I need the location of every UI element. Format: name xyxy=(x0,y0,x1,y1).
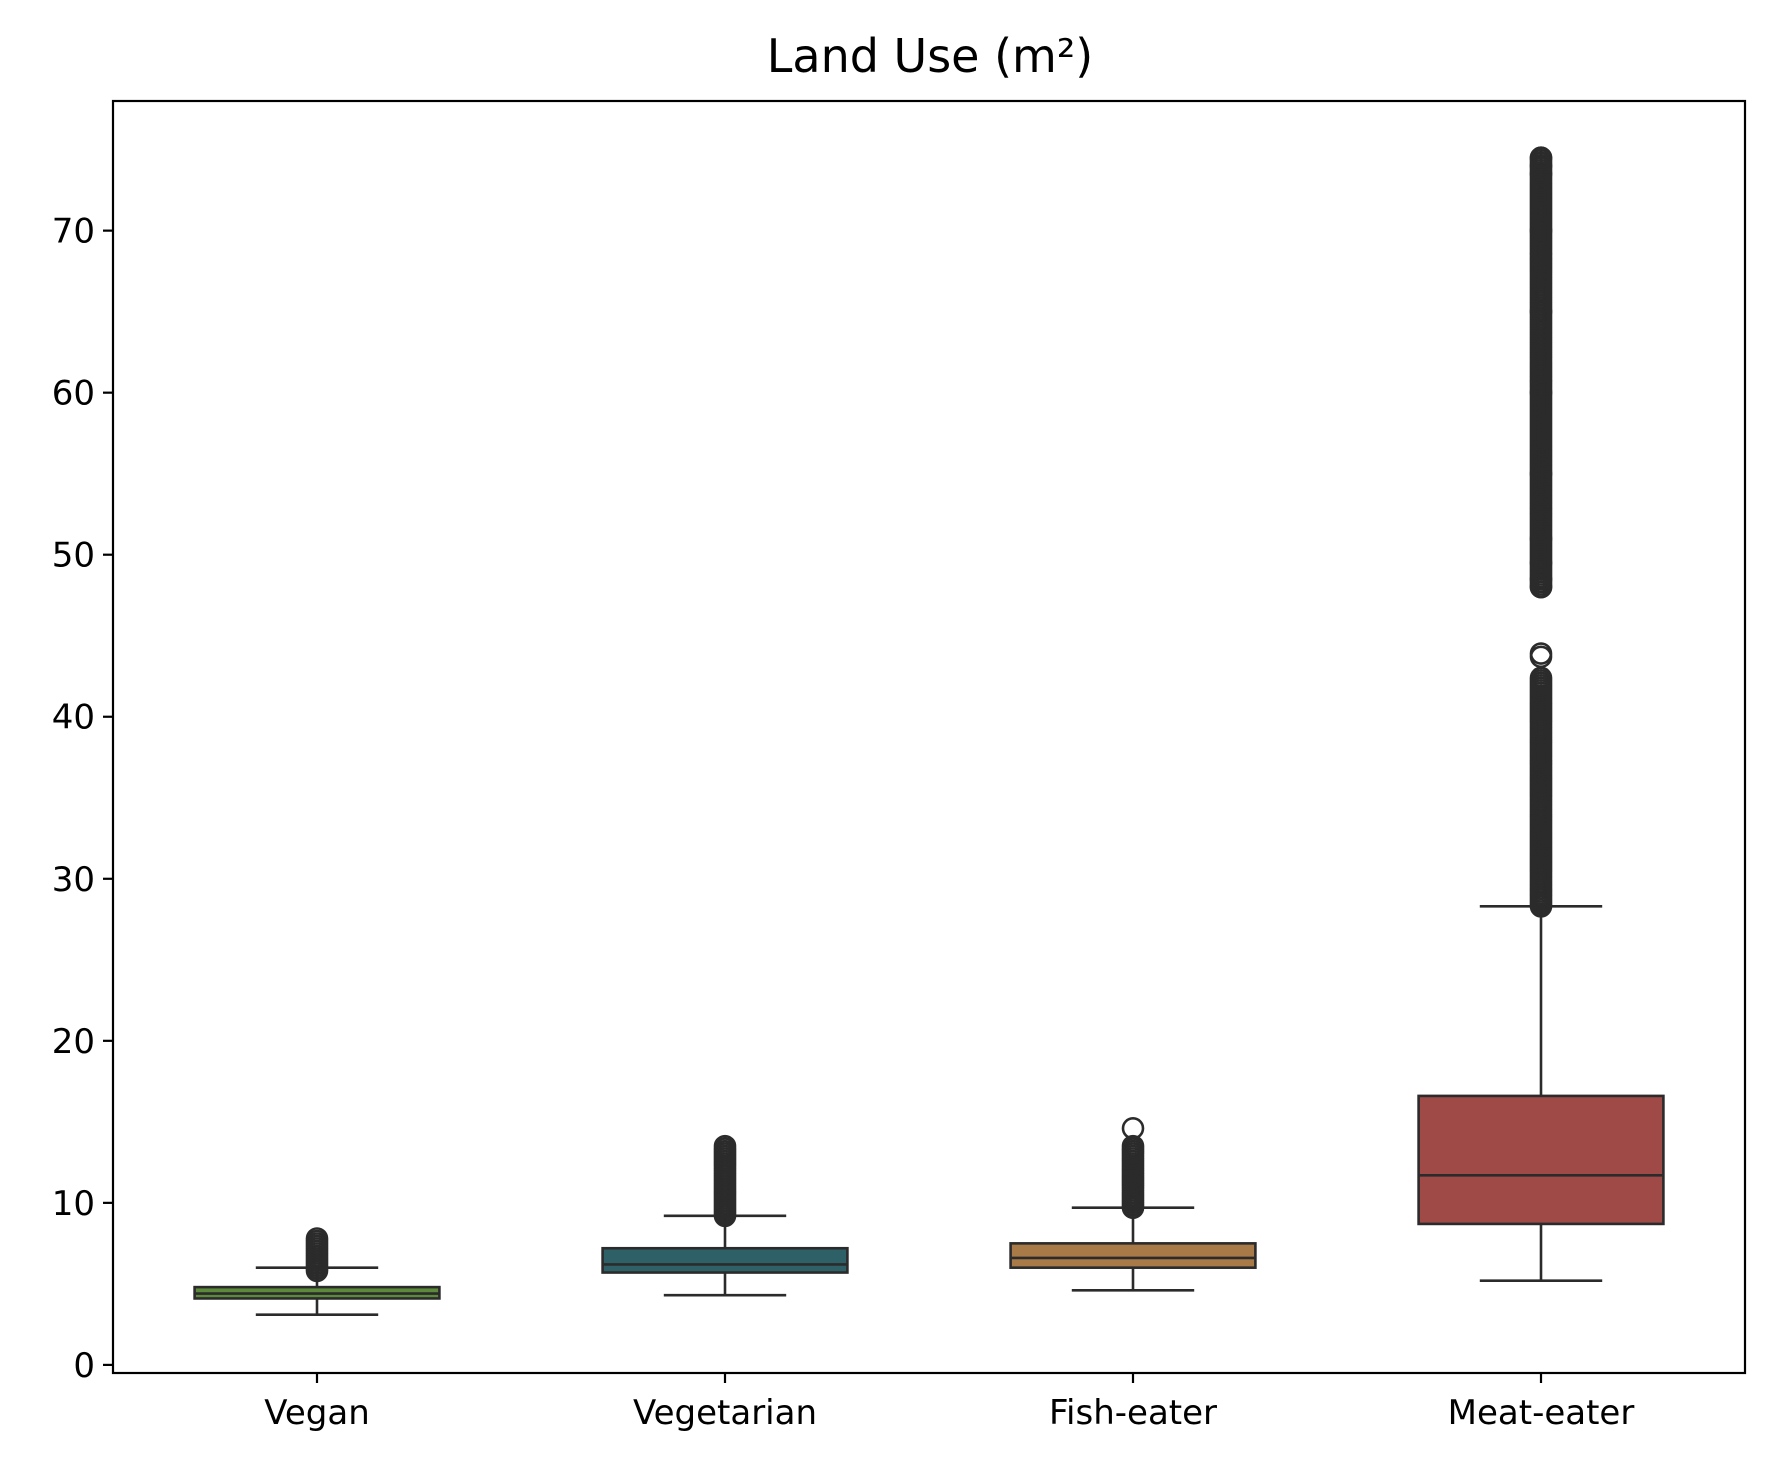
box-vegetarian xyxy=(601,1134,849,1297)
outlier-point xyxy=(1121,1134,1145,1158)
y-tick-label: 30 xyxy=(52,860,95,900)
outlier-point xyxy=(1529,146,1553,170)
outlier-point xyxy=(1121,1117,1145,1140)
box-fish-eater xyxy=(1009,1117,1257,1292)
box-vegan xyxy=(193,1227,441,1316)
y-tick-label: 60 xyxy=(52,374,95,414)
chart-title: Land Use (m²) xyxy=(767,29,1094,83)
iqr-box xyxy=(601,1246,849,1274)
y-tick-label: 10 xyxy=(52,1184,95,1224)
plot-area-frame xyxy=(111,99,1747,1375)
x-tick-label: Vegetarian xyxy=(633,1393,817,1433)
y-tick-label: 40 xyxy=(52,698,95,738)
y-tick-label: 50 xyxy=(52,536,95,576)
boxes-group xyxy=(193,146,1665,1316)
box-meat-eater xyxy=(1417,146,1665,1282)
outlier-point xyxy=(305,1227,329,1250)
y-tick-label: 70 xyxy=(52,212,95,252)
iqr-box xyxy=(1417,1094,1665,1226)
x-tick-label: Vegan xyxy=(264,1393,370,1433)
iqr-box xyxy=(1009,1242,1257,1269)
y-tick-label: 20 xyxy=(52,1022,95,1062)
x-tick-label: Fish-eater xyxy=(1049,1393,1217,1433)
x-tick-label: Meat-eater xyxy=(1448,1393,1635,1433)
outlier-point xyxy=(713,1134,737,1158)
y-axis: 0 10 20 30 40 50 60 70 xyxy=(52,212,113,1386)
outlier-point xyxy=(1529,642,1553,665)
x-axis: Vegan Vegetarian Fish-eater Meat-eater xyxy=(264,1373,1634,1433)
y-tick-label: 0 xyxy=(73,1346,95,1386)
